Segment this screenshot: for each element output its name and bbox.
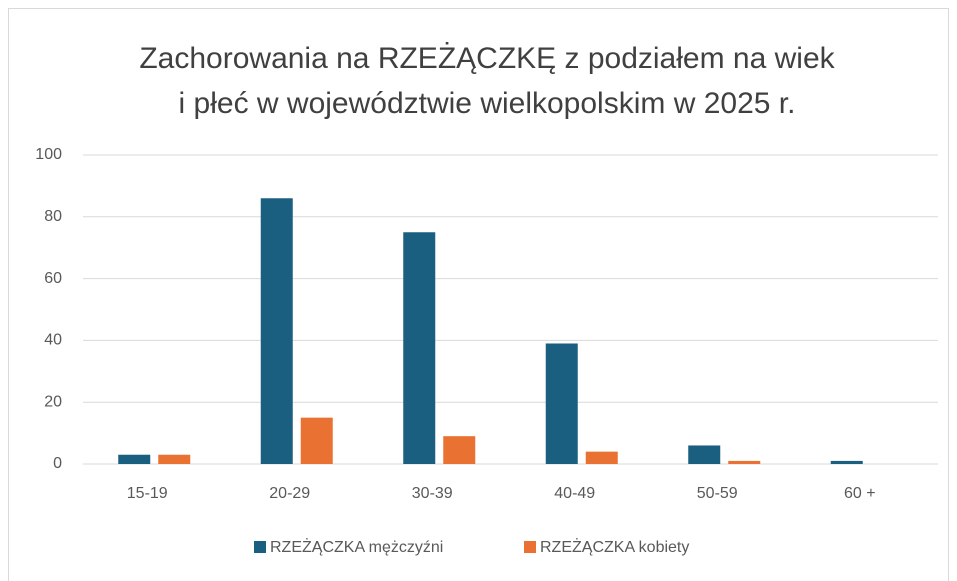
bar [545, 343, 578, 464]
x-tick-label: 30-39 [412, 485, 453, 502]
bar [728, 460, 761, 464]
x-tick-label: 50-59 [697, 485, 738, 502]
legend-label: RZEŻĄCZKA kobiety [540, 537, 689, 556]
chart-title: Zachorowania na RZEŻĄCZKĘ z podziałem na… [139, 42, 835, 75]
bar [585, 451, 618, 464]
y-tick-label: 20 [44, 393, 62, 410]
chart-title: i płeć w województwie wielkopolskim w 20… [179, 87, 796, 120]
y-tick-label: 40 [44, 332, 62, 349]
bar [300, 417, 333, 464]
x-tick-label: 40-49 [554, 485, 595, 502]
x-tick-label: 15-19 [127, 485, 168, 502]
chart-border [8, 8, 949, 581]
legend-swatch [254, 541, 266, 553]
y-tick-label: 100 [35, 146, 62, 163]
y-tick-label: 80 [44, 208, 62, 225]
y-tick-label: 60 [44, 270, 62, 287]
bar [830, 460, 863, 464]
bar [403, 232, 436, 464]
y-tick-label: 0 [53, 455, 62, 472]
x-tick-label: 60 + [844, 485, 876, 502]
bar [688, 445, 721, 464]
bar [118, 454, 151, 464]
bar [158, 454, 191, 464]
bar [260, 198, 293, 464]
bar [443, 436, 476, 464]
legend-label: RZEŻĄCZKA mężczyźni [270, 537, 443, 556]
x-tick-label: 20-29 [269, 485, 310, 502]
legend-swatch [524, 541, 536, 553]
